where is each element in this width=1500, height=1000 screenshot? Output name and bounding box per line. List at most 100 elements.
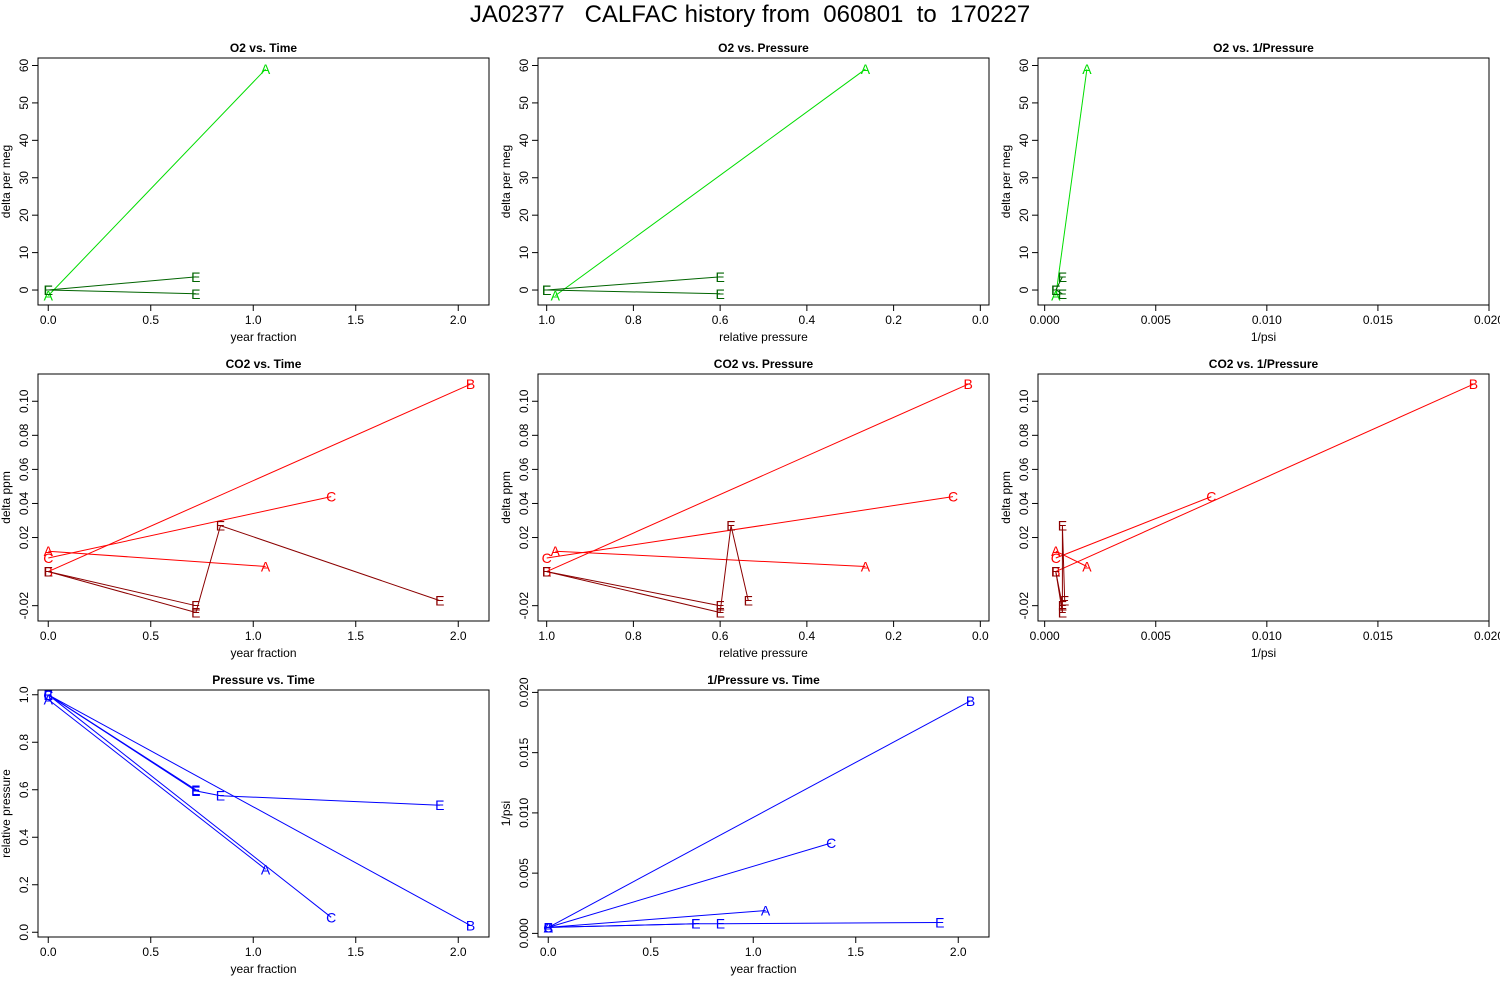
chart-title: CO2 vs. Time — [226, 357, 302, 371]
series-line-e — [1055, 289, 1063, 295]
point-label-e: E — [44, 282, 53, 298]
y-tick-label: 0.6 — [17, 781, 31, 798]
point-label-a: A — [44, 288, 54, 304]
point-label-e: E — [715, 269, 724, 285]
y-axis-label: delta per meg — [999, 145, 1013, 218]
x-tick-label: 0.8 — [625, 629, 642, 643]
x-tick-label: 0.4 — [799, 313, 816, 327]
y-axis-label: delta per meg — [0, 145, 13, 218]
x-tick-label: 1.0 — [245, 313, 262, 327]
y-tick-label: 20 — [1017, 208, 1031, 222]
x-axis-label: year fraction — [230, 330, 296, 344]
series-line-e2 — [548, 922, 940, 928]
series-line-c — [1055, 496, 1212, 559]
point-label-e: E — [544, 919, 553, 935]
point-label-c: C — [43, 687, 53, 703]
point-label-b: B — [542, 564, 551, 580]
point-label-e: E — [435, 593, 444, 609]
x-tick-label: 0.015 — [1363, 313, 1393, 327]
point-label-b: B — [466, 376, 475, 392]
point-label-a: A — [861, 558, 871, 574]
point-label-c: C — [1206, 489, 1216, 505]
point-label-e: E — [1058, 518, 1067, 534]
y-tick-label: 0 — [17, 286, 31, 293]
point-label-e: E — [191, 269, 200, 285]
x-tick-label: 2.0 — [450, 629, 467, 643]
x-tick-label: 1.0 — [538, 629, 555, 643]
y-tick-label: 30 — [17, 171, 31, 185]
point-label-e: E — [1060, 593, 1069, 609]
y-tick-label: 40 — [1017, 133, 1031, 147]
x-tick-label: 2.0 — [450, 945, 467, 959]
chart-title: O2 vs. Time — [230, 41, 297, 55]
x-tick-label: 0.4 — [799, 629, 816, 643]
x-tick-label: 0.015 — [1363, 629, 1393, 643]
series-line-e1 — [546, 571, 721, 607]
point-label-a: A — [261, 558, 271, 574]
series-line-e1 — [48, 571, 197, 607]
y-tick-label: 0.02 — [1017, 526, 1031, 550]
chart-o2-inv-pressure: O2 vs. 1/Pressure 0.000 0.005 0.010 0.015 0.0… — [999, 41, 1500, 344]
point-label-c: C — [542, 550, 552, 566]
x-axis-label: year fraction — [230, 962, 296, 976]
chart-title: Pressure vs. Time — [212, 673, 315, 687]
series-line-b — [548, 700, 971, 928]
y-tick-label: 40 — [17, 133, 31, 147]
y-tick-label: 0.10 — [17, 389, 31, 413]
y-tick-label: 50 — [1017, 96, 1031, 110]
y-axis-label: delta per meg — [499, 145, 513, 218]
point-label-e: E — [191, 286, 200, 302]
plot-frame — [37, 373, 490, 622]
x-tick-label: 0.5 — [142, 945, 159, 959]
point-label-c: C — [1051, 550, 1061, 566]
y-tick-label: 30 — [1017, 171, 1031, 185]
point-label-e: E — [691, 916, 700, 932]
y-tick-label: -0.02 — [17, 592, 31, 620]
point-label-a: A — [1051, 288, 1061, 304]
plot-frame — [537, 57, 990, 306]
series-line-a — [48, 550, 266, 567]
chart-title: O2 vs. Pressure — [718, 41, 809, 55]
series-line-a — [1055, 550, 1088, 567]
y-tick-label: 20 — [517, 208, 531, 222]
point-label-b: B — [1051, 564, 1060, 580]
point-label-e: E — [1058, 604, 1067, 620]
point-label-e: E — [542, 564, 551, 580]
y-tick-label: 0.2 — [17, 876, 31, 893]
x-axis-label: 1/psi — [1251, 330, 1276, 344]
chart-co2-time: CO2 vs. Time 0.0 0.5 1.0 1.5 2.0 -0.02 0.02 0.04… — [0, 357, 490, 660]
point-label-b: B — [544, 919, 553, 935]
x-tick-label: 1.5 — [847, 945, 864, 959]
point-label-e: E — [715, 598, 724, 614]
series-line-a — [1055, 69, 1088, 296]
x-tick-label: 1.0 — [245, 945, 262, 959]
x-tick-label: 1.0 — [745, 945, 762, 959]
plot-frame — [37, 57, 490, 306]
point-label-e: E — [44, 687, 53, 703]
point-label-c: C — [326, 909, 336, 925]
point-label-e: E — [716, 916, 725, 932]
y-tick-label: 10 — [1017, 246, 1031, 260]
point-label-c: C — [543, 919, 553, 935]
y-tick-label: 30 — [517, 171, 531, 185]
point-label-a: A — [551, 288, 561, 304]
point-label-e: E — [1058, 286, 1067, 302]
point-label-e: E — [715, 286, 724, 302]
y-tick-label: 0.015 — [517, 737, 531, 767]
series-line-e — [546, 289, 721, 295]
plot-frame — [537, 373, 990, 622]
x-axis-label: year fraction — [230, 646, 296, 660]
y-axis-label: 1/psi — [499, 801, 513, 826]
point-label-a: A — [551, 543, 561, 559]
series-line-e2 — [1055, 276, 1063, 291]
point-label-e: E — [191, 598, 200, 614]
y-tick-label: 10 — [517, 246, 531, 260]
point-label-b: B — [966, 693, 975, 709]
series-line-a — [548, 910, 766, 928]
y-tick-label: 0.4 — [17, 829, 31, 846]
y-tick-label: 0.06 — [17, 457, 31, 481]
series-line-e2 — [1055, 525, 1066, 613]
x-tick-label: 0.6 — [712, 629, 729, 643]
x-tick-label: 1.5 — [347, 945, 364, 959]
